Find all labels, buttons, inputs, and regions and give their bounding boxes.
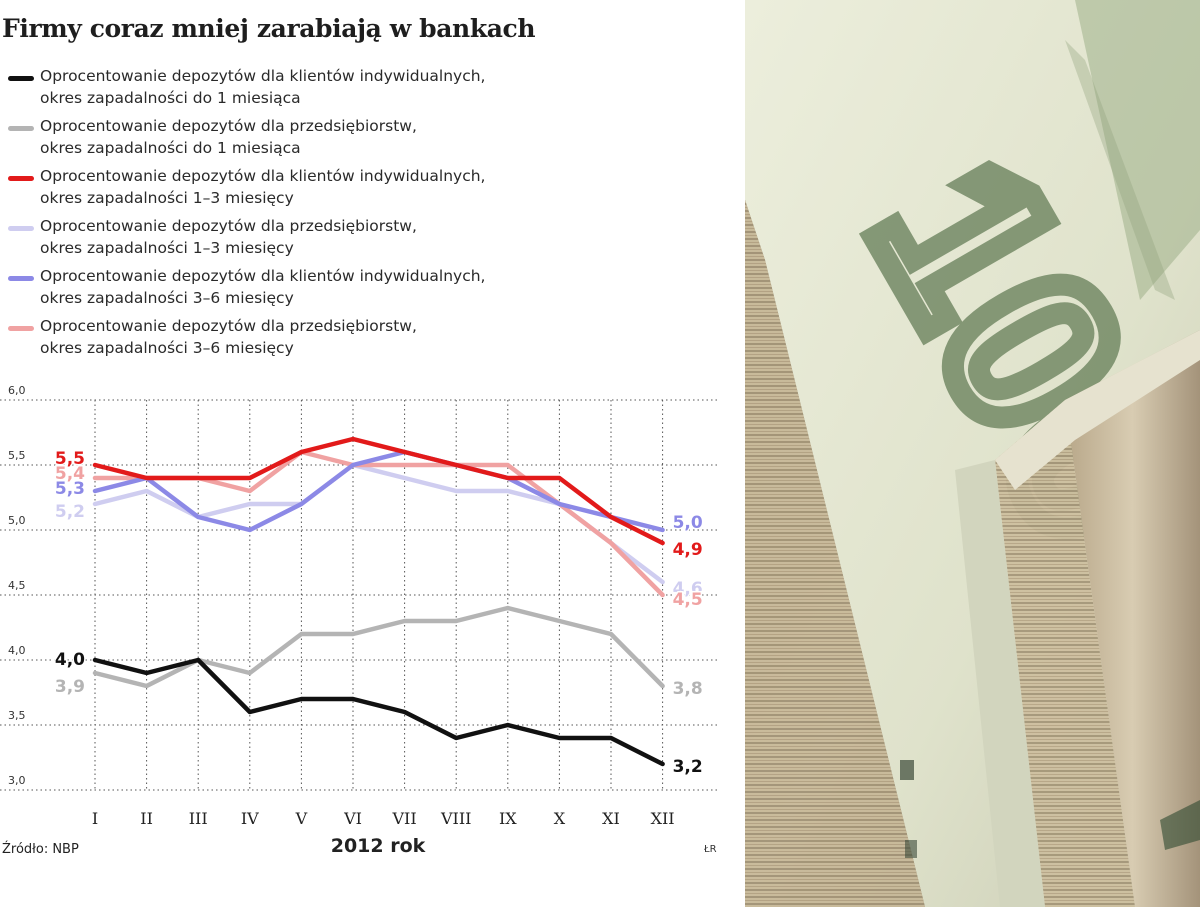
series-line: [92, 605, 665, 689]
chart-title: Firmy coraz mniej zarabiają w bankach: [2, 14, 536, 43]
y-tick-label: 5,0: [8, 514, 26, 527]
y-tick-label: 4,0: [8, 644, 26, 657]
legend-label: okres zapadalności do 1 miesiąca: [40, 89, 301, 107]
series-start-label: 3,9: [55, 677, 85, 697]
legend-swatch: [8, 276, 34, 281]
legend-label: Oprocentowanie depozytów dla przedsiębio…: [40, 217, 417, 235]
series-start-label: 5,3: [55, 479, 85, 499]
legend-label: okres zapadalności 3–6 miesięcy: [40, 339, 294, 357]
y-tick-label: 3,5: [8, 709, 26, 722]
x-tick-label: VI: [343, 809, 362, 828]
legend-item: Oprocentowanie depozytów dla klientów in…: [8, 267, 738, 317]
x-tick-label: II: [140, 809, 153, 828]
series-start-label: 5,2: [55, 502, 85, 522]
legend-label: okres zapadalności 1–3 miesięcy: [40, 239, 294, 257]
x-tick-label: VIII: [440, 809, 472, 828]
legend-label: okres zapadalności do 1 miesiąca: [40, 139, 301, 157]
series-line: [92, 436, 665, 546]
series-end-label: 4,6: [673, 579, 703, 599]
legend-item: Oprocentowanie depozytów dla przedsiębio…: [8, 217, 738, 267]
legend-label: Oprocentowanie depozytów dla przedsiębio…: [40, 317, 417, 335]
series-end-label: 4,5: [673, 590, 703, 610]
legend-label: okres zapadalności 1–3 miesięcy: [40, 189, 294, 207]
x-tick-label: XII: [651, 809, 675, 828]
series-start-label: 4,0: [55, 650, 85, 670]
series-line: [92, 462, 665, 585]
legend-label: Oprocentowanie depozytów dla klientów in…: [40, 67, 486, 85]
series-end-label: 3,2: [673, 757, 703, 777]
series-line: [92, 449, 665, 533]
series-end-label: 3,8: [673, 679, 703, 699]
legend-swatch: [8, 76, 34, 81]
legend-item: Oprocentowanie depozytów dla przedsiębio…: [8, 317, 738, 367]
x-tick-label: IX: [499, 809, 517, 828]
legend-item: Oprocentowanie depozytów dla klientów in…: [8, 67, 738, 117]
y-tick-label: 5,5: [8, 449, 26, 462]
legend-label: Oprocentowanie depozytów dla klientów in…: [40, 267, 486, 285]
x-axis-label: 2012 rok: [330, 835, 426, 857]
author-credit: ŁR: [704, 844, 717, 855]
legend-label: okres zapadalności 3–6 miesięcy: [40, 289, 294, 307]
x-tick-label: IV: [241, 809, 259, 828]
legend-item: Oprocentowanie depozytów dla klientów in…: [8, 167, 738, 217]
line-chart: 6,05,55,04,54,03,53,0I II III IV V VI VII VIII I…: [0, 384, 718, 828]
x-tick-label: I: [92, 809, 98, 828]
y-tick-label: 4,5: [8, 579, 26, 592]
x-tick-label: III: [189, 809, 208, 828]
chart-legend: Oprocentowanie depozytów dla klientów in…: [8, 67, 738, 367]
legend-item: Oprocentowanie depozytów dla przedsiębio…: [8, 117, 738, 167]
legend-swatch: [8, 326, 34, 331]
source-note: Źródło: NBP: [2, 842, 79, 857]
legend-label: Oprocentowanie depozytów dla klientów in…: [40, 167, 486, 185]
x-tick-label: VII: [391, 809, 416, 828]
series-end-label: 5,0: [673, 513, 703, 533]
series-start-label: 5,5: [55, 449, 85, 469]
legend-label: Oprocentowanie depozytów dla przedsiębio…: [40, 117, 417, 135]
series-line: [92, 657, 665, 767]
y-tick-label: 6,0: [8, 384, 26, 397]
banknotes-photo: 100: [745, 0, 1200, 907]
x-tick-label: XI: [602, 809, 620, 828]
series-start-label: 5,4: [55, 464, 85, 484]
legend-swatch: [8, 226, 34, 231]
x-tick-label: X: [554, 809, 566, 828]
legend-swatch: [8, 126, 34, 131]
x-tick-label: V: [295, 809, 308, 828]
y-tick-label: 3,0: [8, 774, 26, 787]
series-end-label: 4,9: [673, 540, 703, 560]
chart-panel: Firmy coraz mniej zarabiają w bankach Op…: [0, 14, 738, 857]
legend-swatch: [8, 176, 34, 181]
